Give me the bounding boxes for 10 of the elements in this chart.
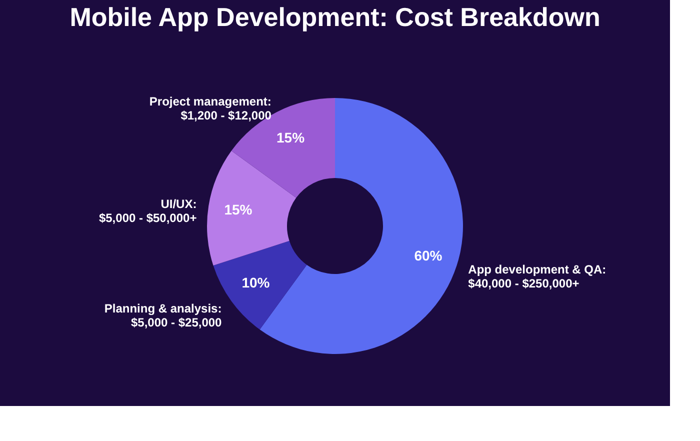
- data-label: 10%: [242, 274, 270, 291]
- donut-slice: [207, 150, 296, 266]
- slice-label: Planning & analysis: $5,000 - $25,000: [104, 301, 222, 330]
- slice-label: App development & QA: $40,000 - $250,000+: [468, 262, 606, 290]
- slice-label: Project management: $1,200 - $12,000: [149, 94, 272, 122]
- data-label: 15%: [276, 130, 306, 146]
- data-label: 15%: [224, 202, 253, 218]
- data-label: 60%: [414, 247, 443, 264]
- chart-title: Mobile App Development: Cost Breakdown: [70, 2, 600, 32]
- slice-label: UI/UX: $5,000 - $50,000+: [98, 197, 197, 226]
